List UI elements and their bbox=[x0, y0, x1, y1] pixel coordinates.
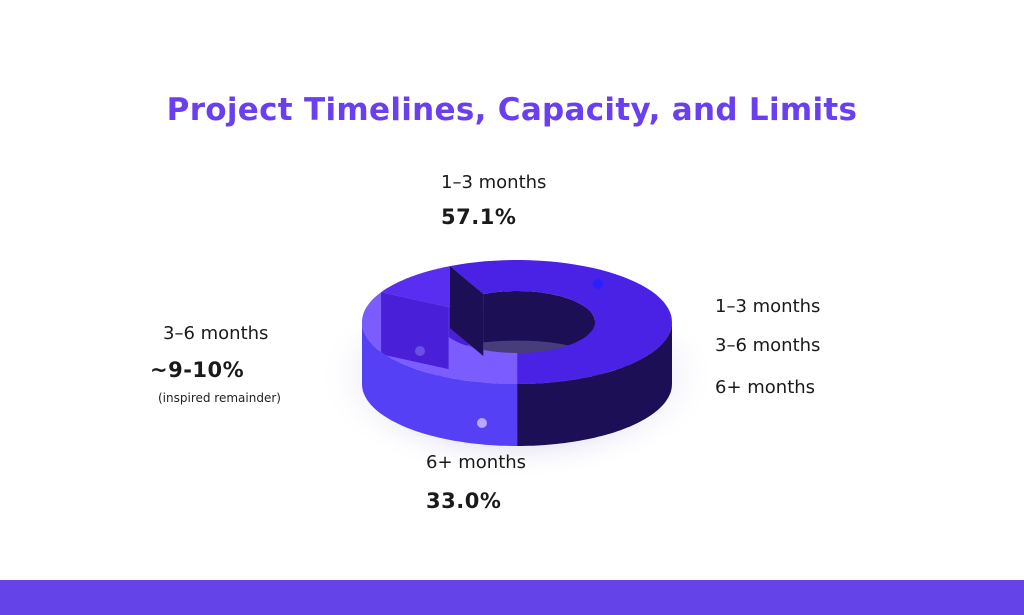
slice-cut-3-6-months bbox=[381, 292, 449, 370]
chart-title: Project Timelines, Capacity, and Limits bbox=[166, 92, 858, 128]
legend-entry-1-3-months: 1–3 months bbox=[715, 296, 821, 317]
label-1-3-months: 1–3 months bbox=[441, 172, 547, 193]
value-3-6-months: ~9-10% bbox=[150, 358, 245, 382]
outer-wall-1-3-months bbox=[517, 322, 672, 446]
legend-entry-6-plus-months: 6+ months bbox=[715, 377, 816, 398]
slice-cut-1-3-months bbox=[450, 266, 484, 356]
value-6-plus-months: 33.0% bbox=[426, 489, 502, 513]
label-3-6-months: 3–6 months bbox=[163, 323, 269, 344]
legend-entry-3-6-months: 3–6 months bbox=[715, 335, 821, 356]
slice-marker-dot bbox=[415, 346, 425, 356]
inner-wall-1-3-months bbox=[483, 291, 595, 384]
label-6-plus-months: 6+ months bbox=[426, 452, 527, 473]
footer-band bbox=[0, 580, 1024, 615]
value-1-3-months: 57.1% bbox=[441, 205, 517, 229]
note-3-6-months: (inspired remainder) bbox=[158, 391, 281, 405]
outer-wall-6-months bbox=[362, 322, 518, 446]
slice-marker-dot bbox=[477, 418, 487, 428]
slice-marker-dot bbox=[593, 279, 603, 289]
slice-top-1-3-months bbox=[450, 260, 672, 384]
